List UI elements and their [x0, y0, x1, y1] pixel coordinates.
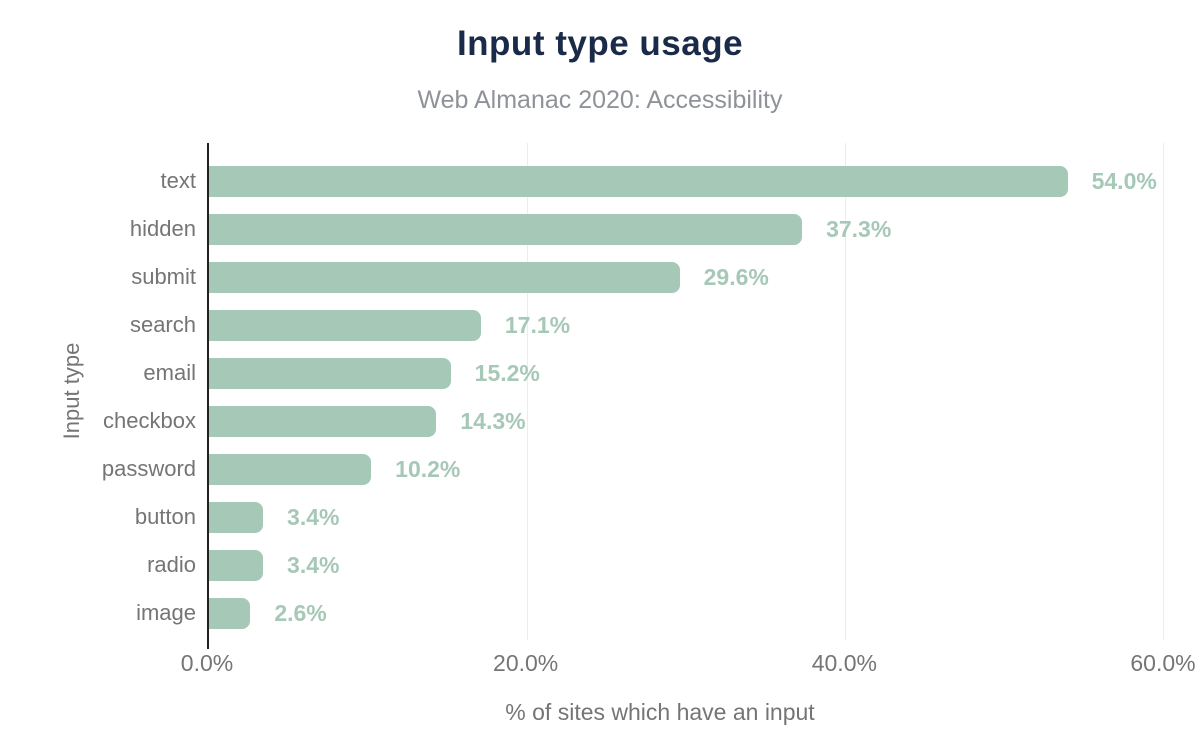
bar-rows: text 54.0% hidden 37.3% submit 29.6% search 17.…: [102, 157, 1163, 637]
value-label: 17.1%: [504, 311, 571, 338]
value-label: 14.3%: [460, 407, 526, 434]
bar: [209, 357, 451, 389]
value-label: 29.6%: [703, 263, 769, 290]
bar: [209, 501, 264, 533]
bar-row: submit 29.6%: [131, 253, 1163, 301]
bar: [209, 549, 264, 581]
bar-row: text 54.0%: [161, 157, 1163, 205]
value-label: 3.4%: [287, 503, 340, 530]
category-label: submit: [131, 264, 196, 289]
bar: [209, 597, 251, 629]
category-label: hidden: [129, 216, 196, 241]
bar-row: email 15.2%: [143, 349, 1163, 397]
category-label: radio: [147, 552, 196, 577]
x-tick-label: 40.0%: [811, 650, 877, 676]
x-tick-label: 60.0%: [1130, 650, 1196, 676]
chart-title: Input type usage: [456, 24, 744, 63]
value-label: 2.6%: [274, 599, 327, 626]
bar-row: button 3.4%: [135, 493, 1163, 541]
category-label: image: [136, 600, 196, 625]
value-label: 10.2%: [395, 455, 461, 482]
gridline: [844, 143, 846, 640]
gridline: [526, 143, 528, 640]
zero-tick-mark: [207, 640, 209, 649]
value-label: 3.4%: [287, 551, 340, 578]
category-label: password: [101, 456, 196, 481]
bar-row: checkbox 14.3%: [103, 397, 1163, 445]
category-label: search: [129, 312, 196, 337]
value-label: 37.3%: [826, 215, 892, 242]
category-label: button: [134, 504, 196, 529]
bar: [209, 405, 437, 437]
x-tick-label: 0.0%: [180, 650, 234, 676]
bar: [209, 261, 680, 293]
x-axis-ticks: 0.0% 20.0% 40.0% 60.0%: [181, 650, 1196, 676]
bar-row: image 2.6%: [136, 589, 1163, 637]
category-label: email: [143, 360, 196, 385]
gridlines: [209, 143, 1164, 640]
category-label: checkbox: [103, 408, 196, 433]
bar-row: radio 3.4%: [147, 541, 1163, 589]
bar: [209, 453, 372, 485]
gridline: [1163, 143, 1164, 640]
bar-row: hidden 37.3%: [130, 205, 1163, 253]
value-label: 15.2%: [474, 359, 540, 386]
bar-row: search 17.1%: [130, 301, 1163, 349]
bar: [209, 165, 1068, 197]
category-label: text: [160, 168, 196, 193]
value-label: 54.0%: [1091, 167, 1157, 194]
bar: [209, 213, 803, 245]
bar-row: password 10.2%: [102, 445, 1163, 493]
bar: [209, 309, 481, 341]
x-axis-title: % of sites which have an input: [505, 699, 815, 725]
x-tick-label: 20.0%: [493, 650, 559, 676]
plot-area: text 54.0% hidden 37.3% submit 29.6% search 17.…: [102, 143, 1164, 649]
chart-subtitle: Web Almanac 2020: Accessibility: [417, 86, 783, 114]
